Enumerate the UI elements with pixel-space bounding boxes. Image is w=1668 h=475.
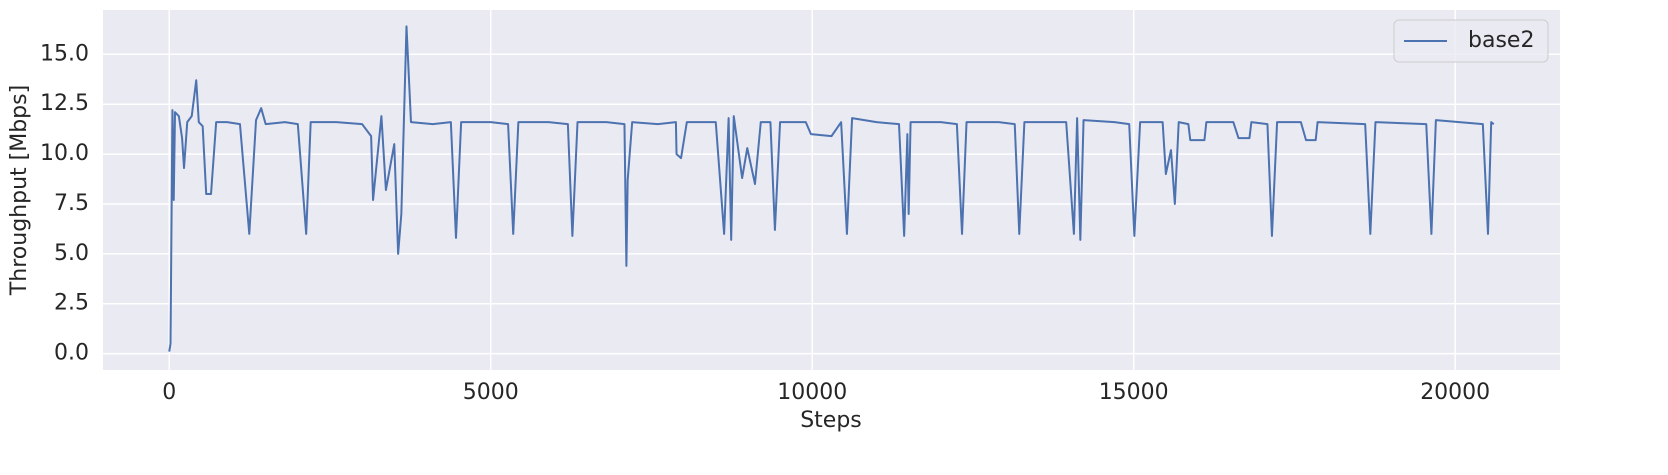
legend-box <box>1393 19 1549 63</box>
x-tick-label: 10000 <box>777 380 847 405</box>
x-tick-label: 20000 <box>1420 380 1490 405</box>
y-tick-label: 5.0 <box>54 241 89 266</box>
y-tick-label: 10.0 <box>40 141 89 166</box>
y-tick-label: 15.0 <box>40 41 89 66</box>
legend-label: base2 <box>1468 28 1534 53</box>
line-series <box>168 25 1495 352</box>
x-tick-label: 0 <box>162 380 176 405</box>
x-tick-label: 15000 <box>1099 380 1169 405</box>
x-axis-label: Steps <box>800 408 862 433</box>
y-axis-label: Throughput [Mbps] <box>7 85 32 296</box>
plot-area <box>103 10 1560 370</box>
x-tick-label: 5000 <box>463 380 519 405</box>
y-tick-label: 2.5 <box>54 291 89 316</box>
y-tick-label: 7.5 <box>54 191 89 216</box>
y-tick-label: 0.0 <box>54 341 89 366</box>
y-tick-label: 12.5 <box>40 91 89 116</box>
